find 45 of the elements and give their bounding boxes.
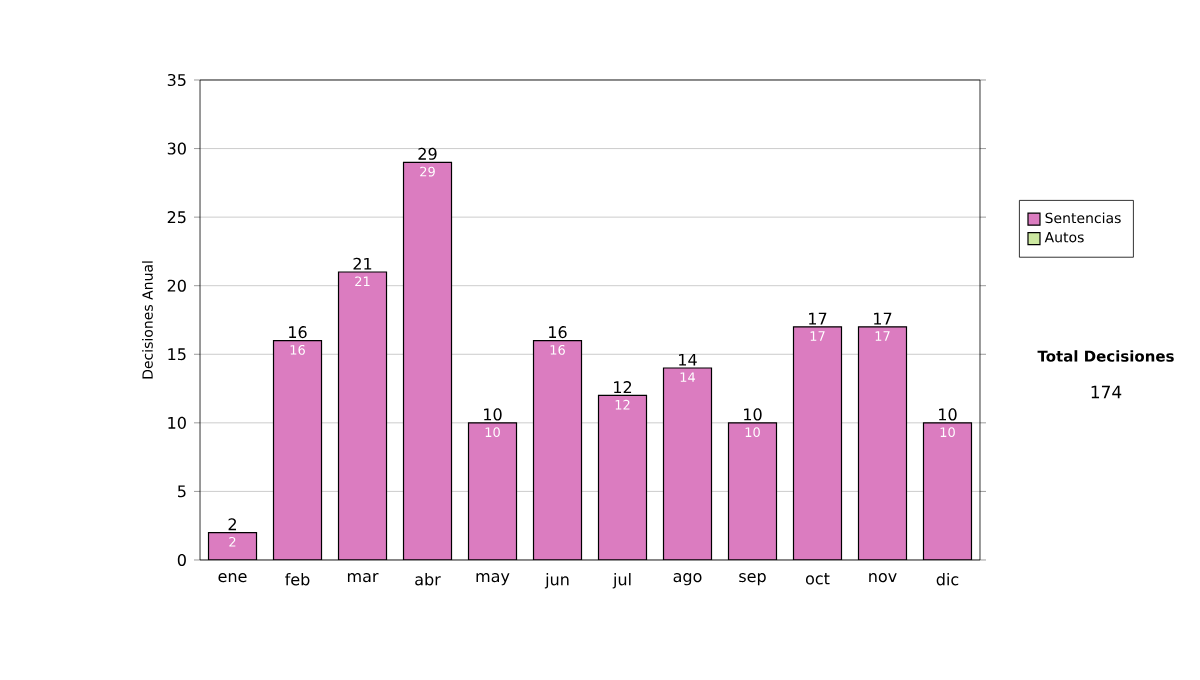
- total-label: 16: [289, 326, 307, 339]
- total-label: 29: [418, 147, 437, 160]
- bar: [858, 326, 907, 560]
- bar: [403, 162, 452, 560]
- y-tick-label: 15: [168, 348, 186, 361]
- total-label: 2: [228, 518, 236, 531]
- x-tick-label: dic: [936, 573, 959, 586]
- y-tick-label: 20: [167, 279, 186, 292]
- total-label: 10: [744, 408, 762, 421]
- y-tick-label: 30: [167, 142, 186, 155]
- x-tick-label: jul: [612, 573, 631, 589]
- bar: [533, 340, 582, 560]
- x-tick-label: oct: [805, 573, 830, 585]
- bar: [468, 422, 517, 560]
- y-tick-label: 5: [178, 485, 186, 498]
- y-tick-label: 35: [167, 73, 186, 87]
- x-tick-label: jun: [544, 573, 569, 589]
- total-label: 12: [614, 381, 632, 394]
- bar: [663, 367, 712, 560]
- bar: [338, 271, 387, 560]
- total-label: 17: [874, 312, 892, 325]
- total-label: 17: [809, 312, 827, 325]
- y-tick-label: 10: [168, 416, 186, 429]
- total-label: 16: [549, 326, 567, 339]
- bar: [208, 532, 257, 560]
- x-tick-label: sep: [739, 573, 766, 586]
- x-tick-label: abr: [415, 573, 441, 586]
- bar: [728, 422, 777, 560]
- total-label: 10: [484, 408, 502, 421]
- bar: [273, 340, 322, 560]
- x-tick-label: ago: [673, 573, 702, 586]
- total-label: 21: [353, 257, 372, 270]
- x-tick-label: may: [476, 573, 510, 586]
- x-tick-label: ene: [218, 573, 247, 583]
- x-tick-label: feb: [285, 573, 310, 586]
- total-label: 14: [679, 353, 697, 366]
- bar: [598, 395, 647, 560]
- x-tick-label: nov: [869, 573, 897, 583]
- y-tick-label: 25: [167, 211, 186, 224]
- x-tick-label: mar: [347, 573, 379, 583]
- bar: [793, 326, 842, 560]
- bar: [922, 422, 973, 560]
- text: 174: [1091, 385, 1122, 399]
- y-tick-label: 0: [177, 553, 186, 567]
- total-label: 10: [939, 408, 957, 421]
